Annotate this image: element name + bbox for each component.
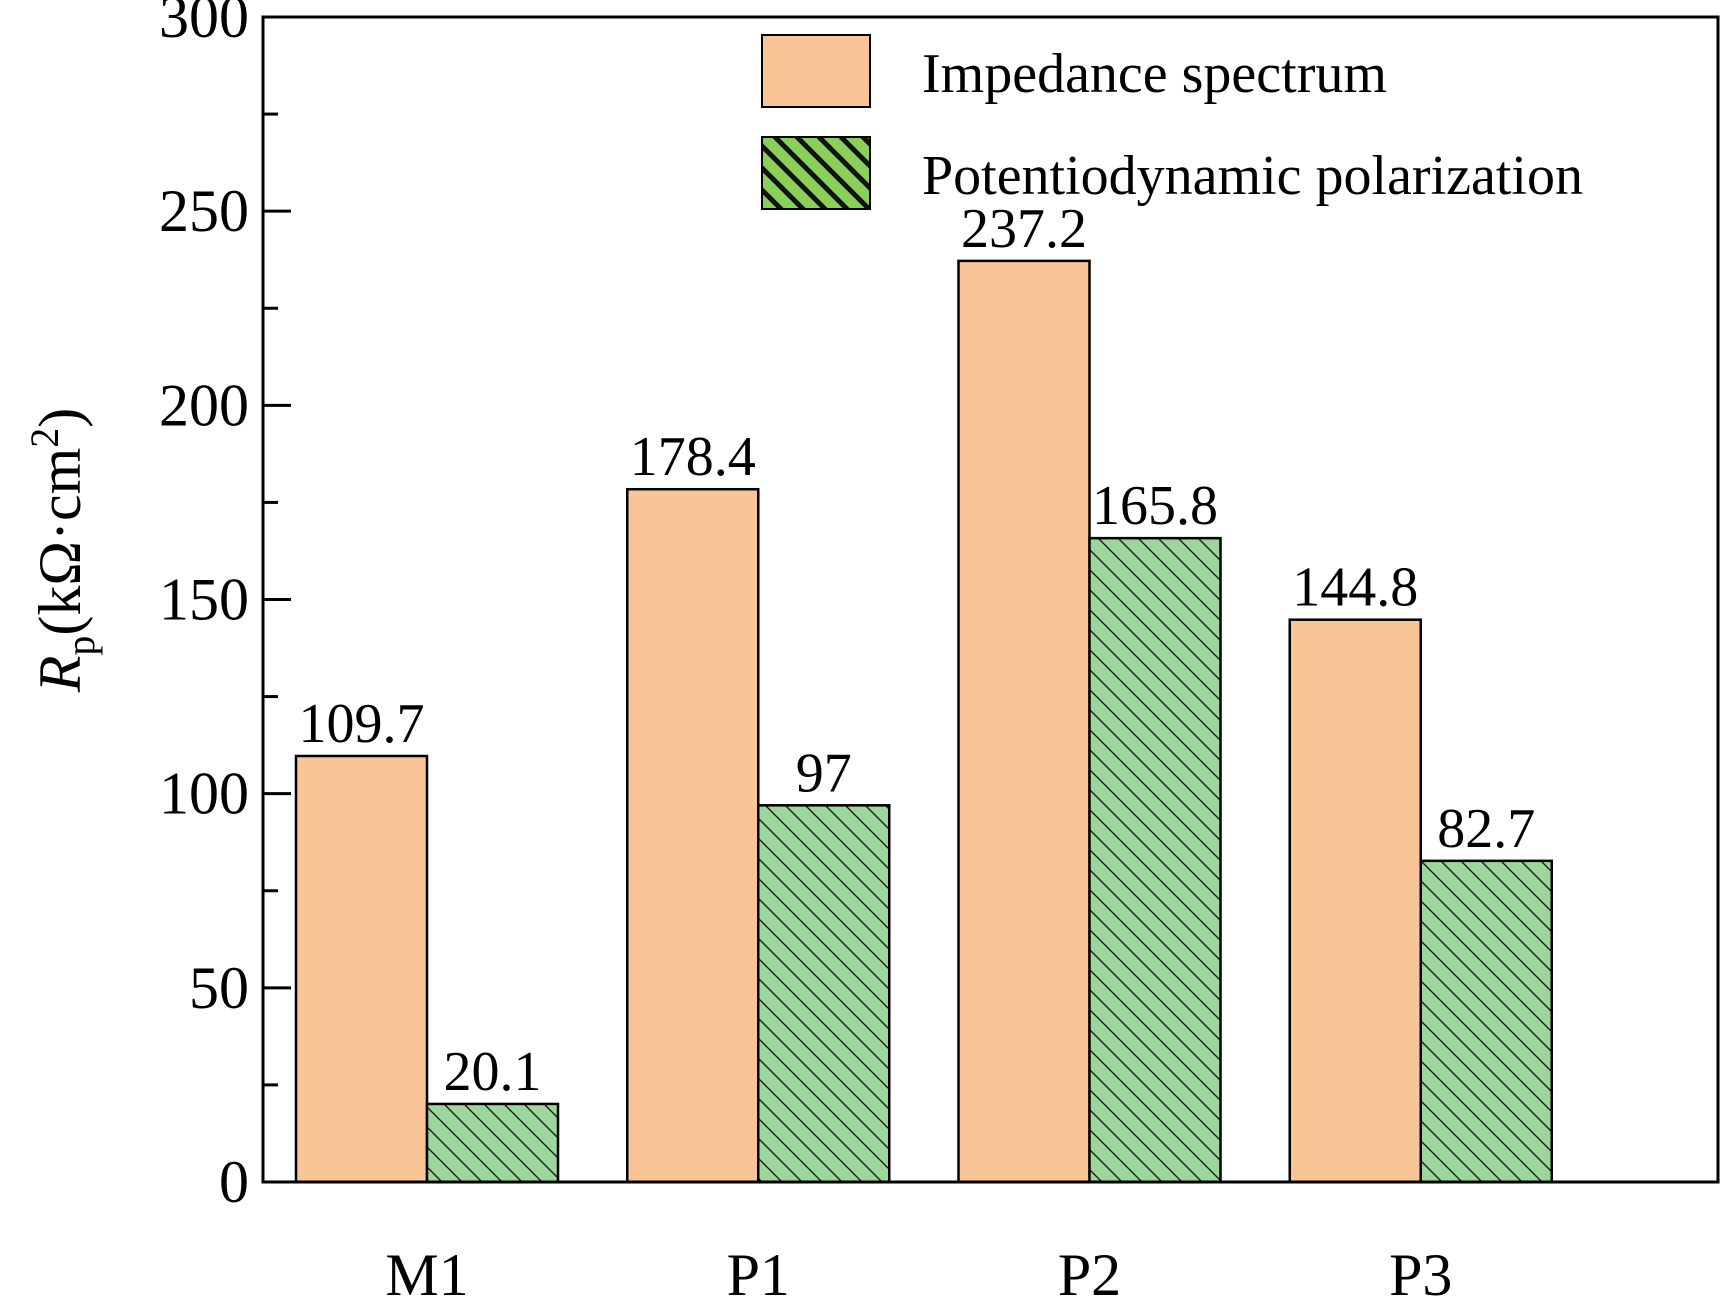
y-tick-label-200: 200 — [159, 372, 249, 438]
legend-swatch-polarization — [761, 136, 871, 210]
x-tick-label-m1: M1 — [385, 1242, 468, 1303]
data-label-p2-impedance: 237.2 — [961, 198, 1087, 260]
bar-p2-polarization — [1088, 536, 1222, 1184]
data-label-p3-impedance: 144.8 — [1292, 557, 1418, 619]
legend-label-polarization: Potentiodynamic polarization — [922, 145, 1583, 207]
bars — [294, 259, 1553, 1184]
bar-p3-polarization — [1419, 859, 1553, 1184]
bar-p1-impedance — [626, 487, 760, 1184]
y-tick-label-150: 150 — [159, 567, 249, 633]
axes: M1 P1 P2 P3 0 50 100 150 200 250 300 — [159, 0, 1720, 1303]
data-label-m1-impedance: 109.7 — [299, 693, 425, 755]
y-tick-label-300: 300 — [159, 0, 249, 50]
data-label-p1-impedance: 178.4 — [630, 426, 756, 488]
x-tick-label-p1: P1 — [727, 1242, 790, 1303]
data-label-m1-polarization: 20.1 — [444, 1041, 542, 1103]
bar-m1-polarization — [425, 1102, 560, 1184]
y-axis-title: Rp(kΩ·cm2) — [22, 408, 103, 694]
legend-label-impedance: Impedance spectrum — [922, 43, 1387, 105]
bar-p3-impedance — [1288, 618, 1422, 1184]
data-labels: 109.7 20.1 178.4 97 237.2 165.8 144.8 82.7 — [299, 198, 1536, 1103]
bar-p2-impedance — [957, 259, 1091, 1184]
data-label-p1-polarization: 97 — [796, 742, 852, 804]
x-tick-label-p3: P3 — [1389, 1242, 1452, 1303]
bar-m1-impedance — [294, 754, 429, 1184]
data-label-p3-polarization: 82.7 — [1437, 798, 1535, 860]
y-tick-label-250: 250 — [159, 178, 249, 244]
legend: Impedance spectrum Potentiodynamic polari… — [761, 34, 1583, 210]
y-tick-label-50: 50 — [189, 955, 249, 1021]
data-label-p2-polarization: 165.8 — [1092, 475, 1218, 537]
x-tick-label-p2: P2 — [1058, 1242, 1121, 1303]
y-tick-label-100: 100 — [159, 761, 249, 827]
bar-p1-polarization — [757, 804, 891, 1184]
y-tick-label-0: 0 — [219, 1149, 249, 1215]
legend-swatch-impedance — [761, 34, 871, 108]
